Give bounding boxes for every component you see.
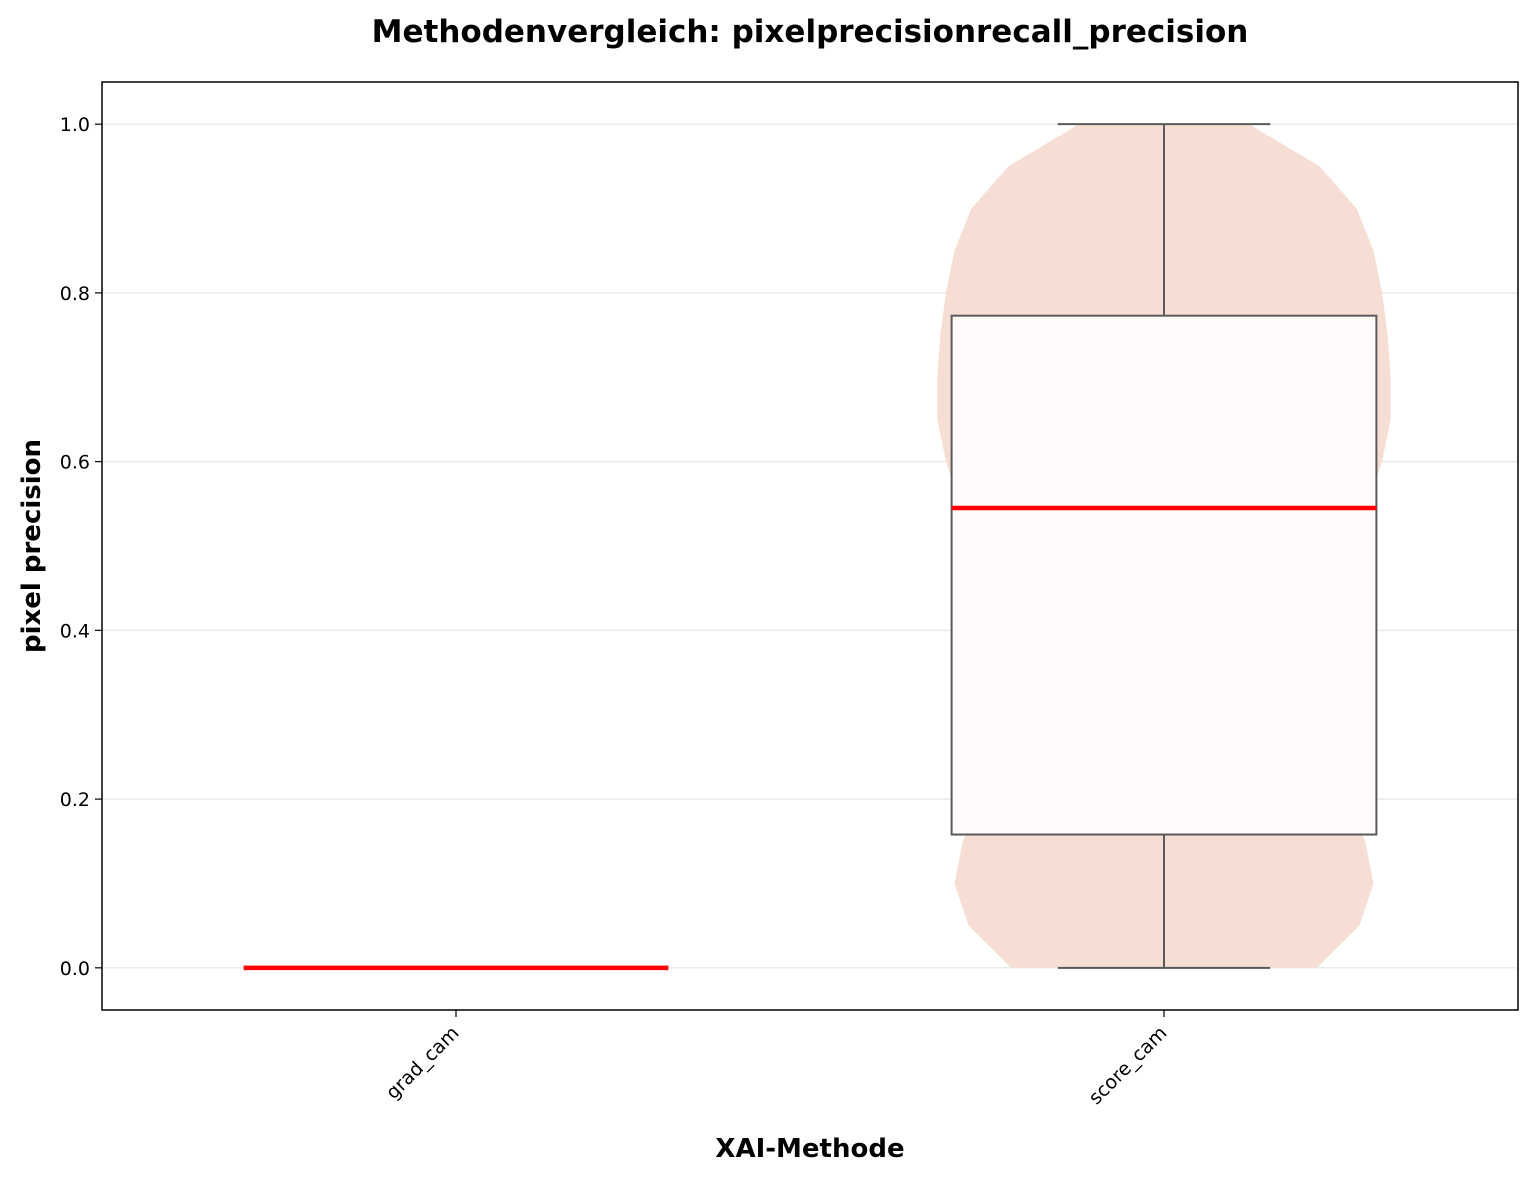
y-tick-label: 1.0 [60,114,90,136]
y-tick-label: 0.8 [60,283,90,305]
y-tick-label: 0.2 [60,789,90,811]
x-axis-label: XAI-Methode [715,1134,904,1164]
x-tick-label: grad_cam [382,1022,464,1104]
x-tick-label: score_cam [1084,1022,1171,1109]
plot-frame [101,81,1519,1011]
y-axis-label: pixel precision [17,439,47,653]
plot-area: 0.0 0.2 0.4 0.6 0.8 1.0 grad_cam score_cam [60,81,1519,1109]
y-tick-label: 0.4 [60,620,90,642]
y-tick-label: 0.0 [60,958,90,980]
chart-title: Methodenvergleich: pixelprecisionrecall_… [372,14,1249,50]
y-tick-label: 0.6 [60,452,90,474]
box-score_cam [950,314,1378,836]
